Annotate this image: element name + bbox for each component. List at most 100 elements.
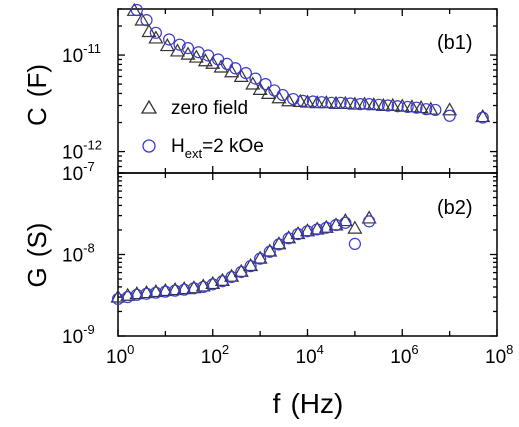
data-point-triangle (176, 281, 192, 295)
data-point-circle (249, 72, 262, 85)
data-point-circle (111, 292, 125, 306)
data-point-circle (149, 286, 162, 299)
data-point-circle (178, 283, 191, 296)
data-point-triangle (188, 49, 204, 63)
data-point-circle (410, 101, 423, 114)
data-point-circle (363, 98, 376, 111)
x-tick-label: 104 (296, 342, 324, 368)
data-point-circle (254, 252, 267, 265)
x-tick-label: 106 (390, 342, 418, 368)
legend-circle-marker (142, 139, 156, 153)
data-point-triangle (475, 108, 491, 123)
data-point-triangle (205, 275, 221, 290)
data-point-circle (272, 238, 286, 251)
data-point-triangle (337, 212, 353, 227)
panel-b2-y-tick-labels: 10-9 10-8 10-7 (62, 159, 95, 348)
data-point-triangle (148, 283, 164, 298)
legend-label-zero-field: zero field (171, 98, 248, 119)
data-point-circle (235, 265, 248, 279)
data-point-triangle (110, 289, 126, 303)
x-axis-label: f (Hz) (273, 388, 344, 419)
data-point-triangle (337, 95, 353, 109)
data-point-triangle (357, 96, 373, 110)
data-point-circle (381, 99, 395, 112)
data-point-triangle (366, 97, 382, 111)
data-point-circle (121, 291, 134, 304)
data-point-circle (287, 92, 300, 106)
data-point-circle (244, 260, 257, 273)
x-tick-labels: 100 102 104 106 108 (106, 342, 513, 368)
data-point-triangle (141, 23, 157, 38)
data-point-circle (276, 88, 289, 102)
legend-label-hext: Hext=2 kOe (171, 136, 264, 161)
data-point-circle (329, 218, 343, 232)
x-tick-label: 108 (485, 342, 513, 368)
data-point-triangle (224, 64, 240, 78)
y-tick-label: 10-12 (62, 138, 102, 164)
data-point-triangle (361, 210, 377, 224)
data-point-circle (197, 280, 210, 294)
data-point-circle (159, 285, 172, 298)
data-point-circle (429, 103, 442, 117)
data-point-circle (401, 100, 414, 114)
data-point-circle (130, 288, 143, 301)
data-point-circle (354, 98, 367, 111)
y-tick-label: 10-11 (62, 41, 101, 67)
data-point-triangle (213, 59, 229, 73)
data-point-triangle (347, 96, 363, 110)
data-point-circle (173, 38, 186, 51)
data-point-circle (420, 103, 433, 116)
legend: zero field Hext=2 kOe (140, 98, 264, 161)
data-point-circle (181, 42, 195, 55)
data-point-circle (391, 100, 404, 113)
y-tick-label: 10-8 (62, 241, 95, 267)
data-point-triangle (197, 53, 213, 67)
panel-b2: 10-9 10-8 10-7 100 102 104 106 108 (b2) G(S) f… (22, 159, 513, 419)
data-point-circle (140, 14, 153, 27)
data-point-triangle (404, 99, 420, 113)
data-point-circle (229, 62, 242, 75)
data-point-triangle (328, 95, 344, 109)
data-point-circle (311, 223, 324, 236)
data-point-circle (225, 270, 238, 284)
data-point-triangle (134, 12, 150, 26)
data-point-triangle (129, 286, 145, 300)
data-point-circle (315, 96, 328, 109)
data-point-triangle (252, 250, 268, 264)
data-point-triangle (347, 220, 363, 234)
y-tick-label: 10-9 (62, 322, 95, 348)
data-point-circle (130, 3, 143, 17)
data-point-triangle (299, 223, 316, 237)
data-point-circle (372, 98, 385, 111)
legend-triangle-marker (140, 99, 158, 114)
data-point-triangle (205, 55, 221, 69)
data-point-circle (344, 97, 357, 110)
data-point-circle (140, 287, 153, 300)
data-point-circle (149, 26, 162, 39)
data-point-triangle (243, 257, 259, 272)
data-point-circle (187, 282, 200, 295)
panel-b1-points (126, 2, 491, 124)
y-tick-label: 10-7 (62, 159, 95, 185)
data-point-triangle (195, 278, 211, 292)
panel-b1-ticks (117, 8, 498, 174)
data-point-circle (339, 216, 352, 229)
panel-b1-y-axis-label: C(F) (22, 64, 52, 126)
data-point-triangle (262, 243, 278, 257)
panel-b2-y-axis-label: G(S) (22, 223, 52, 288)
data-point-triangle (245, 76, 261, 90)
data-point-circle (301, 225, 314, 238)
x-tick-label: 102 (201, 342, 229, 368)
data-point-triangle (290, 225, 306, 240)
data-point-circle (334, 96, 347, 109)
data-point-circle (296, 94, 310, 108)
data-point-triangle (309, 95, 325, 109)
panel-b2-points (110, 210, 377, 306)
data-point-circle (363, 215, 376, 228)
data-point-circle (168, 284, 182, 297)
data-point-triangle (138, 284, 155, 299)
data-point-circle (476, 111, 489, 124)
data-point-circle (325, 96, 338, 109)
panel-b2-ticks (117, 172, 498, 337)
